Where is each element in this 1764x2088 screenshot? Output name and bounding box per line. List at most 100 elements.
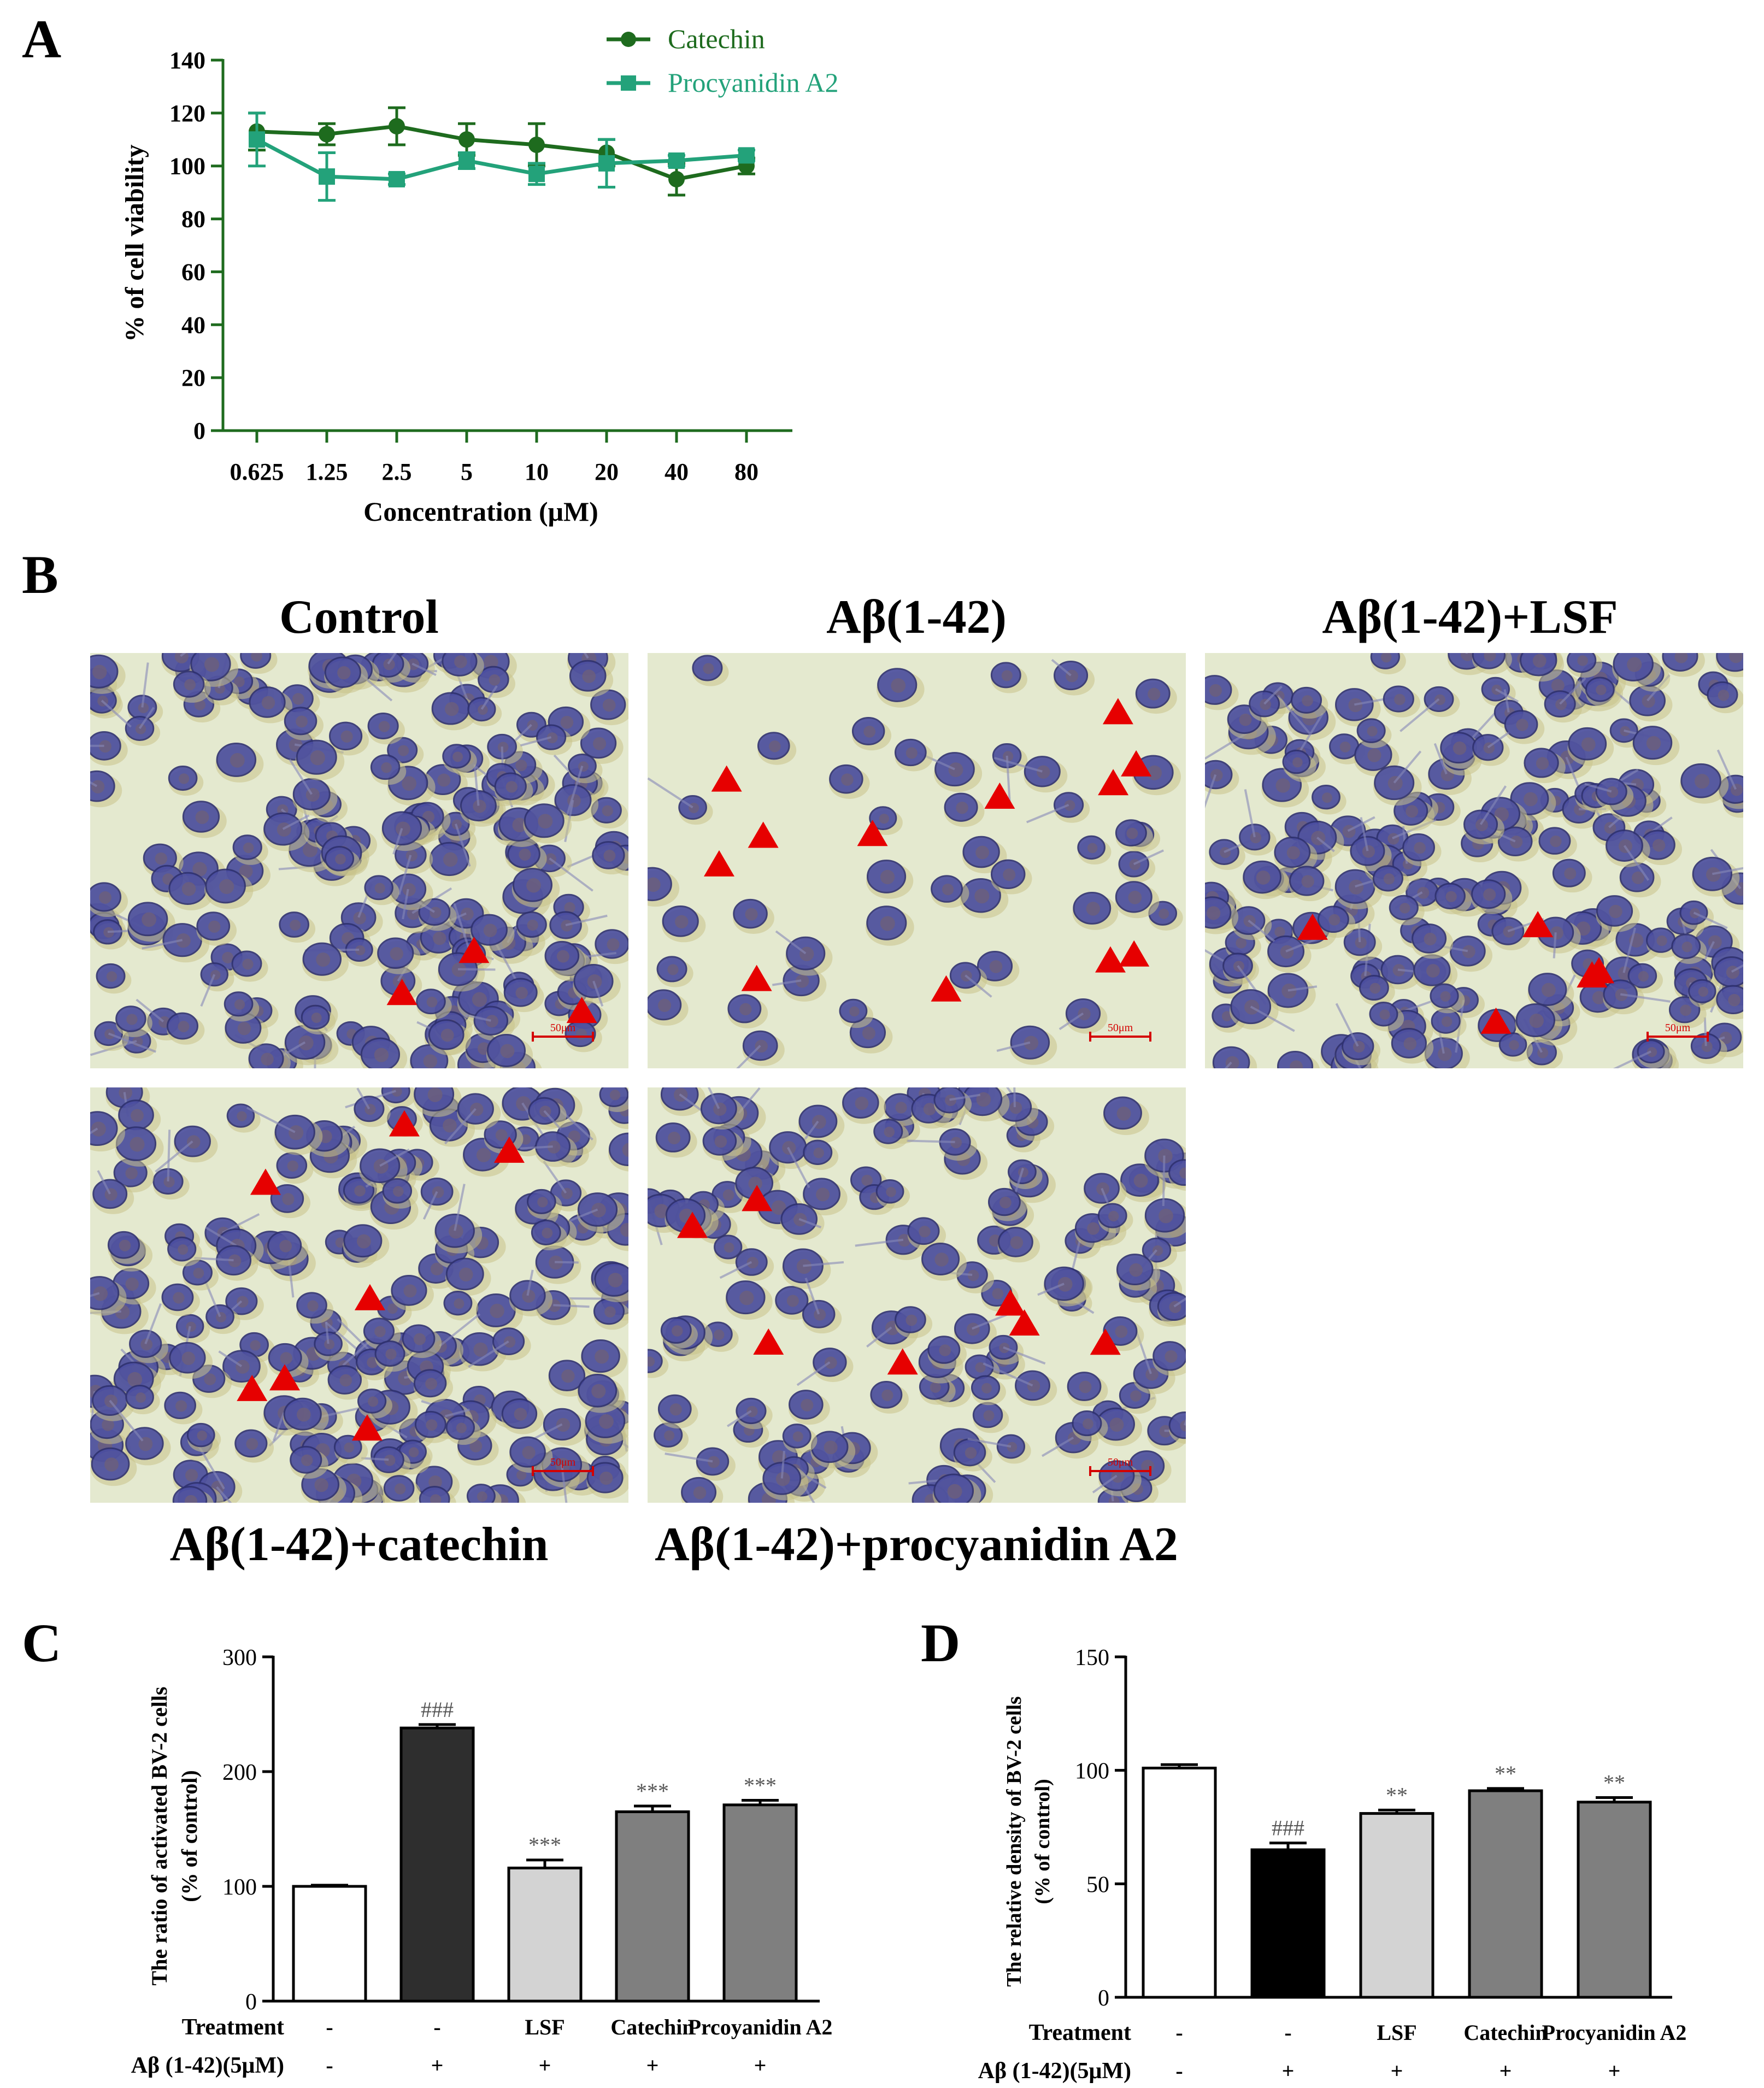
cell-process xyxy=(200,974,216,1007)
cell-process xyxy=(1263,685,1283,705)
activated-cell-marker xyxy=(748,821,779,848)
activated-cell-marker xyxy=(1297,913,1328,940)
cell-process xyxy=(457,968,496,971)
treatment-value: Procyanidin A2 xyxy=(1542,2020,1687,2045)
cell-nucleus xyxy=(841,773,854,786)
cell-nucleus xyxy=(391,1087,402,1097)
cell-process xyxy=(965,974,992,998)
cell-nucleus xyxy=(289,1125,304,1140)
cell-process xyxy=(444,1108,477,1145)
activated-cell-marker xyxy=(1577,961,1608,988)
x-tick-label: 80 xyxy=(734,458,758,485)
abeta-value: + xyxy=(646,2053,659,2078)
cell-nucleus xyxy=(1383,873,1395,885)
cell-nucleus xyxy=(383,658,395,670)
cell-nucleus xyxy=(1057,1277,1073,1292)
cell-nucleus xyxy=(755,1039,768,1053)
cell-nucleus xyxy=(967,1269,979,1281)
cell-process xyxy=(549,857,593,892)
activated-cell-marker xyxy=(1480,1007,1512,1034)
cell-nucleus xyxy=(1367,726,1378,737)
chart-d-row-treatment-label: Treatment xyxy=(1029,2020,1131,2045)
cell-nucleus xyxy=(1109,1418,1124,1432)
cell-nucleus xyxy=(669,1403,682,1416)
cell-process xyxy=(1013,1087,1016,1108)
cell-process xyxy=(983,1362,1033,1387)
cell-process xyxy=(532,1423,563,1440)
cell-body xyxy=(1277,1051,1314,1068)
cell-nucleus xyxy=(374,1048,389,1062)
cell-nucleus xyxy=(495,1129,508,1142)
cell-nucleus xyxy=(1440,991,1451,1002)
cell-nucleus xyxy=(237,1296,249,1308)
cell-nucleus xyxy=(1532,654,1547,668)
chart-a-series xyxy=(248,106,755,202)
cell-nucleus xyxy=(739,1003,752,1016)
cell-process xyxy=(1184,1419,1186,1426)
cell-nucleus xyxy=(771,1200,786,1215)
cell-nucleus xyxy=(282,1193,295,1205)
cell-process xyxy=(1400,698,1440,732)
cell-nucleus xyxy=(880,916,895,931)
cell-nucleus xyxy=(1010,1236,1024,1249)
cell-nucleus xyxy=(195,810,209,824)
cell-nucleus xyxy=(126,1014,138,1025)
micrograph-abeta: 50μm xyxy=(648,653,1186,1068)
cell-process xyxy=(155,1140,193,1173)
abeta-value: - xyxy=(326,2053,333,2078)
cell-process xyxy=(526,1269,534,1296)
cell-nucleus xyxy=(1434,694,1445,705)
cell-nucleus xyxy=(316,952,331,967)
chart-d-bars: ### ** ** ** xyxy=(1142,1761,1652,1999)
cell-nucleus xyxy=(1627,657,1642,672)
abeta-value: + xyxy=(431,2053,444,2078)
cell-nucleus xyxy=(1003,868,1016,881)
y-tick-label: 60 xyxy=(181,258,205,285)
cell-process xyxy=(1360,817,1369,851)
cell-nucleus xyxy=(919,1226,931,1238)
cell-process xyxy=(141,662,149,708)
cell-process xyxy=(1248,919,1275,942)
cell-process xyxy=(1433,743,1448,775)
cell-nucleus xyxy=(1406,805,1419,818)
cell-nucleus xyxy=(426,996,438,1008)
cell-nucleus xyxy=(1414,842,1426,854)
cell-nucleus xyxy=(174,653,189,663)
cell-nucleus xyxy=(604,1306,616,1318)
cell-nucleus xyxy=(895,1102,907,1114)
cell-nucleus xyxy=(746,1405,758,1418)
data-point-procyanidin xyxy=(668,152,685,169)
activated-cell-marker xyxy=(887,1348,918,1375)
data-point-catechin xyxy=(319,126,335,143)
data-point-procyanidin xyxy=(389,170,405,187)
significance-label: ### xyxy=(1272,1816,1304,1840)
cell-nucleus xyxy=(724,1242,734,1253)
significance-label: *** xyxy=(744,1773,777,1798)
cell-nucleus xyxy=(1083,1418,1093,1430)
cell-nucleus xyxy=(975,1362,986,1373)
cell-nucleus xyxy=(314,1478,328,1492)
micrograph-title-abeta-procyanidin: Aβ(1-42)+procyanidin A2 xyxy=(655,1518,1178,1571)
cell-nucleus xyxy=(942,884,954,896)
cell-nucleus xyxy=(398,745,409,756)
cell-nucleus xyxy=(396,821,410,837)
cell-nucleus xyxy=(489,674,501,686)
cell-nucleus xyxy=(1674,653,1688,663)
y-tick-label: 80 xyxy=(181,206,205,233)
cell-nucleus xyxy=(1424,932,1437,946)
activated-cell-marker xyxy=(742,1185,773,1211)
cell-process xyxy=(361,1457,389,1461)
cell-nucleus xyxy=(814,1308,826,1321)
cell-process xyxy=(855,1238,904,1247)
cell-nucleus xyxy=(693,1486,707,1499)
legend-label-procyanidin: Procyanidin A2 xyxy=(668,67,838,98)
cell-nucleus xyxy=(863,726,876,738)
cell-process xyxy=(180,653,186,657)
cell-process xyxy=(246,1107,296,1133)
chart-a-ylabel: % of cell viability xyxy=(120,144,149,342)
cell-nucleus xyxy=(425,1378,438,1390)
cell-nucleus xyxy=(1483,888,1496,901)
cell-process xyxy=(453,903,472,955)
cell-nucleus xyxy=(1730,784,1743,796)
cell-nucleus xyxy=(538,814,553,829)
